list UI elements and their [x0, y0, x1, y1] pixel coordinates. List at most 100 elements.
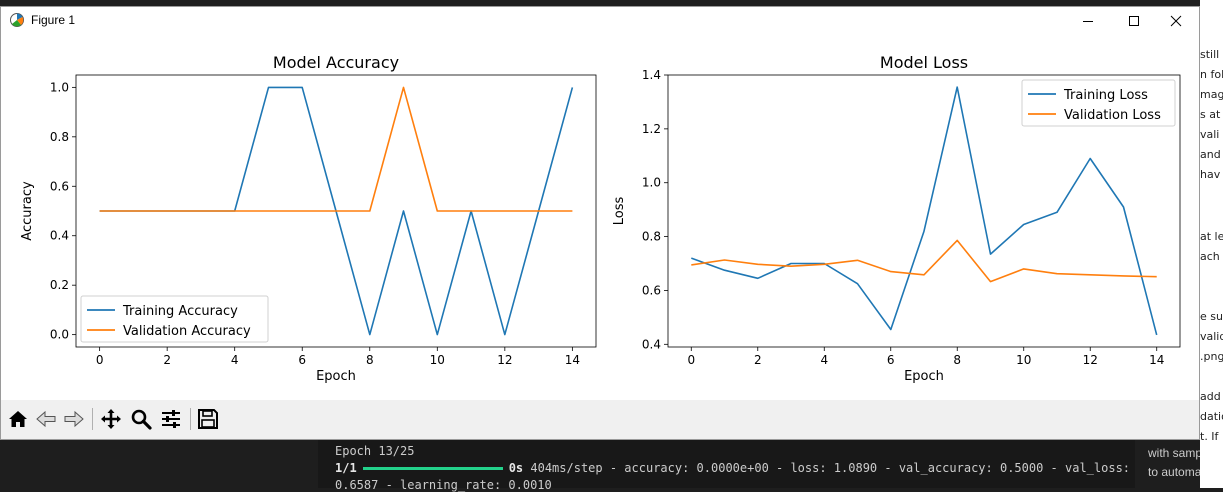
x-tick-label: 14	[565, 353, 580, 367]
accuracy-chart: 0 2 4 6 8 10 12 14 0.0 0.2 0.4 0.6 0.8 1.0 Model Accur…	[20, 53, 597, 384]
maximize-button[interactable]	[1111, 7, 1157, 34]
background-text-line: e su	[1200, 310, 1223, 323]
x-tick-label: 0	[96, 353, 104, 367]
x-tick-label: 4	[231, 353, 239, 367]
background-text-line: datio	[1200, 410, 1223, 423]
back-button[interactable]	[33, 406, 59, 432]
title-bar[interactable]: Figure 1	[1, 7, 1199, 34]
terminal-metrics: 404ms/step - accuracy: 0.0000e+00 - loss…	[530, 461, 1131, 475]
terminal-time: 0s	[508, 461, 524, 475]
series-line	[691, 86, 1158, 336]
configure-subplots-icon	[162, 410, 180, 428]
y-tick-label: 0.4	[642, 337, 661, 351]
legend: Training Loss Validation Loss	[1021, 79, 1176, 127]
legend-frame	[80, 295, 269, 343]
save-icon	[198, 409, 218, 429]
y-tick-label: 0.8	[50, 130, 69, 144]
background-text-line: and	[1200, 148, 1221, 161]
y-tick-label: 0.8	[642, 230, 661, 244]
background-text-line: .png	[1200, 350, 1223, 363]
x-tick-label: 6	[887, 353, 895, 367]
background-editor-panel	[1200, 0, 1223, 488]
terminal-progress-line: 1/1 0s 404ms/step - accuracy: 0.0000e+00 …	[335, 461, 1130, 475]
legend-label: Training Accuracy	[122, 304, 238, 319]
chart-title: Model Accuracy	[273, 53, 399, 72]
legend-label: Validation Loss	[1064, 108, 1161, 123]
background-strip-top	[0, 0, 1223, 6]
background-text-line: still	[1200, 48, 1220, 61]
chart-title: Model Loss	[880, 53, 968, 72]
side-panel-line: with sample i	[1148, 446, 1200, 460]
background-text-line: at le	[1200, 230, 1223, 243]
legend-label: Validation Accuracy	[123, 324, 251, 339]
x-tick-label: 12	[1083, 353, 1098, 367]
y-tick-label: 0.6	[50, 179, 69, 193]
side-panel-line: to automate	[1148, 465, 1200, 479]
terminal-output: Epoch 13/25 1/1 0s 404ms/step - accuracy:…	[318, 440, 1148, 492]
background-text-line: t. If	[1200, 430, 1219, 443]
legend-frame	[1021, 79, 1176, 127]
figure-canvas: 0 2 4 6 8 10 12 14 0.0 0.2 0.4 0.6 0.8 1.0 Model Accur…	[1, 34, 1199, 400]
y-tick-label: 0.2	[50, 278, 69, 292]
forward-button[interactable]	[61, 406, 87, 432]
y-axis-label: Accuracy	[20, 181, 35, 241]
terminal-step-label: 1/1	[335, 461, 357, 475]
x-tick-label: 12	[497, 353, 512, 367]
toolbar-separator	[92, 408, 93, 430]
x-tick-label: 8	[366, 353, 374, 367]
minimize-button[interactable]	[1065, 7, 1111, 34]
terminal-progress-bar	[362, 467, 503, 470]
loss-chart: 0 2 4 6 8 10 12 14 0.4 0.6 0.8 1.0 1.2 1.4 Model Loss E…	[612, 53, 1181, 384]
side-panel-text: with sample i to automate	[1135, 440, 1200, 488]
maximize-icon	[1129, 15, 1139, 26]
background-text-line: add	[1200, 390, 1221, 403]
minimize-icon	[1083, 20, 1093, 22]
background-text-line: hav	[1200, 168, 1221, 181]
legend-label: Training Loss	[1063, 88, 1148, 103]
background-text-line: s at	[1200, 108, 1221, 121]
x-tick-label: 10	[1016, 353, 1031, 367]
zoom-button[interactable]	[128, 406, 154, 432]
x-tick-label: 2	[754, 353, 762, 367]
back-icon	[36, 410, 56, 428]
x-tick-label: 8	[953, 353, 961, 367]
series-line	[691, 239, 1157, 283]
legend: Training Accuracy Validation Accuracy	[80, 295, 269, 343]
window-title: Figure 1	[31, 13, 76, 27]
background-text-line: valid	[1200, 330, 1223, 343]
background-editor-text: still n fol mag s at vali and hav at le ach e su v…	[1200, 40, 1223, 480]
y-tick-label: 0.0	[50, 328, 69, 342]
y-tick-label: 1.0	[642, 176, 661, 190]
background-text-line: vali	[1200, 128, 1220, 141]
app-icon	[10, 13, 24, 27]
x-axis-label: Epoch	[904, 369, 944, 384]
forward-icon	[64, 410, 84, 428]
pan-button[interactable]	[98, 406, 124, 432]
home-button[interactable]	[5, 406, 31, 432]
configure-subplots-button[interactable]	[158, 406, 184, 432]
y-tick-label: 1.4	[642, 68, 661, 82]
x-tick-label: 4	[820, 353, 828, 367]
x-tick-label: 14	[1149, 353, 1164, 367]
x-axis-label: Epoch	[316, 369, 356, 384]
save-button[interactable]	[195, 406, 221, 432]
close-button[interactable]	[1153, 7, 1199, 34]
y-axis-label: Loss	[612, 197, 627, 226]
x-tick-label: 6	[298, 353, 306, 367]
background-text-line: mag	[1200, 88, 1223, 101]
zoom-icon	[131, 409, 152, 430]
series-line	[99, 86, 573, 212]
x-tick-label: 0	[687, 353, 695, 367]
y-tick-label: 0.4	[50, 229, 69, 243]
terminal-epoch-line: Epoch 13/25	[335, 444, 415, 458]
pan-icon	[101, 409, 121, 429]
close-icon	[1170, 15, 1182, 26]
navigation-toolbar	[1, 400, 1199, 439]
terminal-metrics-cont: 0.6587 - learning_rate: 0.0010	[335, 478, 552, 492]
x-tick-label: 2	[163, 353, 171, 367]
home-icon	[9, 411, 27, 427]
figure-window: Figure 1 0 2 4 6 8 10 12 14 0.0 0.2 0.4 0.6 0.8 1.0 Mo…	[0, 6, 1200, 440]
y-tick-label: 0.6	[642, 283, 661, 297]
x-tick-label: 10	[430, 353, 445, 367]
background-text-line: n fol	[1200, 68, 1223, 81]
